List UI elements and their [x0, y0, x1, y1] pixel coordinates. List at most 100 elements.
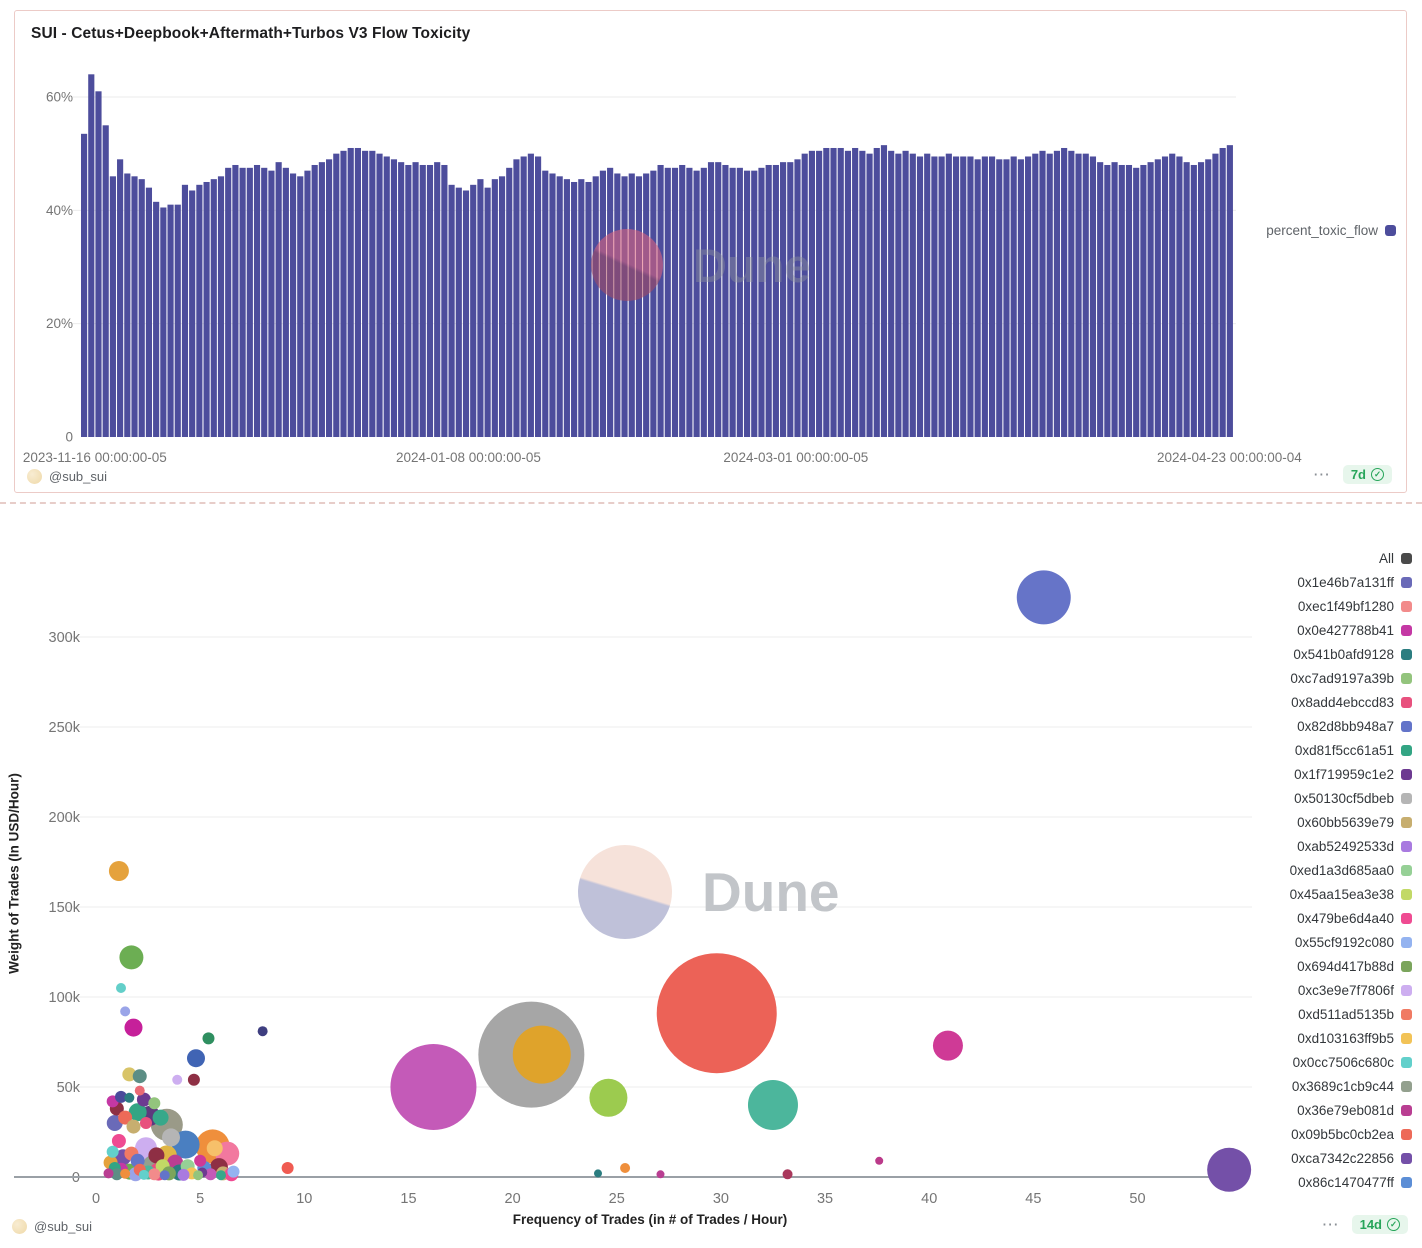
svg-text:300k: 300k [49, 630, 81, 646]
legend-item-label: 0xca7342c22856 [1291, 1150, 1394, 1166]
author[interactable]: @sub_sui [12, 1219, 92, 1234]
svg-text:2024-04-23 00:00:00-04: 2024-04-23 00:00:00-04 [1157, 450, 1302, 465]
legend-item[interactable]: 0x3689c1cb9c44 [1290, 1074, 1412, 1098]
refresh-interval: 14d [1359, 1217, 1382, 1232]
legend-item-swatch [1401, 1176, 1412, 1188]
svg-text:5: 5 [196, 1191, 204, 1207]
legend-item-label: 0x694d417b88d [1297, 958, 1394, 974]
card-controls: ⋯ 7d ✓ [1313, 465, 1392, 484]
svg-text:45: 45 [1025, 1191, 1041, 1207]
legend-item-swatch [1401, 1128, 1412, 1140]
legend-item-swatch [1401, 936, 1412, 948]
flow-bubble-chart-card: 050k100k150k200k250k300k0510152025303540… [0, 502, 1422, 1248]
legend-item-label: 0xd511ad5135b [1298, 1006, 1394, 1022]
legend-item[interactable]: 0x0e427788b41 [1290, 618, 1412, 642]
legend-item-swatch [1401, 984, 1412, 996]
legend-item-swatch [1401, 888, 1412, 900]
legend-item-label: 0x82d8bb948a7 [1297, 718, 1394, 734]
svg-text:20: 20 [505, 1191, 521, 1207]
svg-text:2023-11-16 00:00:00-05: 2023-11-16 00:00:00-05 [23, 450, 167, 465]
legend-item-swatch [1401, 672, 1412, 684]
legend-item[interactable]: All [1290, 546, 1412, 570]
refresh-badge[interactable]: 14d ✓ [1351, 1215, 1408, 1234]
legend-item-label: 0x3689c1cb9c44 [1291, 1078, 1394, 1094]
author[interactable]: @sub_sui [27, 469, 107, 484]
address-legend: All 0x1e46b7a131ff 0xec1f49bf1280 0x0e42778… [1290, 546, 1412, 1194]
author-handle[interactable]: @sub_sui [49, 469, 108, 484]
legend-item-label: 0x60bb5639e79 [1297, 814, 1394, 830]
frequency-weight-bubble-chart: 050k100k150k200k250k300k0510152025303540… [14, 570, 1252, 1207]
legend-item-swatch [1401, 1032, 1412, 1044]
legend-item-label: All [1378, 550, 1394, 566]
legend-item[interactable]: 0x09b5bc0cb2ea [1290, 1122, 1412, 1146]
legend-item-swatch [1401, 552, 1412, 564]
legend-item-label: 0xed1a3d685aa0 [1289, 862, 1394, 878]
legend-item[interactable]: 0xd511ad5135b [1290, 1002, 1412, 1026]
legend-item-label: 0x1f719959c1e2 [1294, 766, 1394, 782]
legend-item-swatch [1401, 768, 1412, 780]
legend-item[interactable]: 0x82d8bb948a7 [1290, 714, 1412, 738]
svg-text:35: 35 [817, 1191, 833, 1207]
options-menu-icon[interactable]: ⋯ [1321, 1215, 1340, 1234]
legend-item[interactable]: 0xc7ad9197a39b [1290, 666, 1412, 690]
legend-item[interactable]: 0x50130cf5dbeb [1290, 786, 1412, 810]
options-menu-icon[interactable]: ⋯ [1312, 465, 1331, 484]
legend-item-swatch [1401, 720, 1412, 732]
legend-item-label: 0x541b0afd9128 [1293, 646, 1394, 662]
legend-item[interactable]: 0x36e79eb081d [1290, 1098, 1412, 1122]
legend-swatch [1385, 225, 1396, 236]
legend-item-label: 0x479be6d4a40 [1297, 910, 1394, 926]
legend-item[interactable]: 0xca7342c22856 [1290, 1146, 1412, 1170]
legend-item[interactable]: 0xed1a3d685aa0 [1290, 858, 1412, 882]
svg-text:50: 50 [1129, 1191, 1145, 1207]
svg-text:20%: 20% [46, 316, 73, 331]
legend-item-swatch [1401, 624, 1412, 636]
legend-item[interactable]: 0x60bb5639e79 [1290, 810, 1412, 834]
legend-item[interactable]: 0x86c1470477ff [1290, 1170, 1412, 1194]
legend-label: percent_toxic_flow [1266, 223, 1378, 238]
legend-item-swatch [1401, 816, 1412, 828]
legend-item-swatch [1401, 1056, 1412, 1068]
legend-item-label: 0xc3e9e7f7806f [1297, 982, 1394, 998]
legend-item-label: 0x86c1470477ff [1298, 1174, 1394, 1190]
legend-item-label: 0x45aa15ea3e38 [1289, 886, 1394, 902]
legend-item-swatch [1401, 960, 1412, 972]
legend-item-label: 0x50130cf5dbeb [1294, 790, 1394, 806]
toxicity-bar-chart: 0 20% 40% 60% 2023-11-16 00:00:00-05 2024-01-… [23, 74, 1302, 465]
legend-item-swatch [1401, 744, 1412, 756]
author-handle[interactable]: @sub_sui [34, 1219, 93, 1234]
legend-item[interactable]: 0xc3e9e7f7806f [1290, 978, 1412, 1002]
legend-item-swatch [1401, 840, 1412, 852]
legend-item-label: 0x8add4ebccd83 [1291, 694, 1394, 710]
refresh-badge[interactable]: 7d ✓ [1342, 465, 1392, 484]
legend-item[interactable]: 0xec1f49bf1280 [1290, 594, 1412, 618]
x-axis-title: Frequency of Trades (in # of Trades / Ho… [512, 1212, 788, 1227]
legend-item-label: 0x09b5bc0cb2ea [1291, 1126, 1394, 1142]
svg-text:40: 40 [921, 1191, 937, 1207]
legend-item-label: 0x0cc7506c680c [1292, 1054, 1394, 1070]
legend-item[interactable]: 0x55cf9192c080 [1290, 930, 1412, 954]
legend-percent-toxic-flow[interactable]: percent_toxic_flow [1266, 223, 1396, 238]
chart-title: SUI - Cetus+Deepbook+Aftermath+Turbos V3… [31, 25, 471, 42]
legend-item-label: 0xc7ad9197a39b [1290, 670, 1394, 686]
legend-item[interactable]: 0x694d417b88d [1290, 954, 1412, 978]
card-controls: ⋯ 14d ✓ [1322, 1215, 1408, 1234]
legend-item-label: 0xab52492533d [1297, 838, 1394, 854]
legend-item[interactable]: 0xd103163ff9b5 [1290, 1026, 1412, 1050]
legend-item[interactable]: 0xab52492533d [1290, 834, 1412, 858]
legend-item[interactable]: 0x45aa15ea3e38 [1290, 882, 1412, 906]
check-icon: ✓ [1387, 1218, 1400, 1231]
legend-item[interactable]: 0x1e46b7a131ff [1290, 570, 1412, 594]
svg-text:10: 10 [296, 1191, 312, 1207]
legend-item-label: 0x36e79eb081d [1297, 1102, 1394, 1118]
legend-item[interactable]: 0x541b0afd9128 [1290, 642, 1412, 666]
legend-item-swatch [1401, 912, 1412, 924]
legend-item[interactable]: 0x1f719959c1e2 [1290, 762, 1412, 786]
svg-text:30: 30 [713, 1191, 729, 1207]
legend-item[interactable]: 0x479be6d4a40 [1290, 906, 1412, 930]
svg-text:15: 15 [400, 1191, 416, 1207]
legend-item-swatch [1401, 600, 1412, 612]
legend-item[interactable]: 0x0cc7506c680c [1290, 1050, 1412, 1074]
legend-item[interactable]: 0xd81f5cc61a51 [1290, 738, 1412, 762]
legend-item[interactable]: 0x8add4ebccd83 [1290, 690, 1412, 714]
